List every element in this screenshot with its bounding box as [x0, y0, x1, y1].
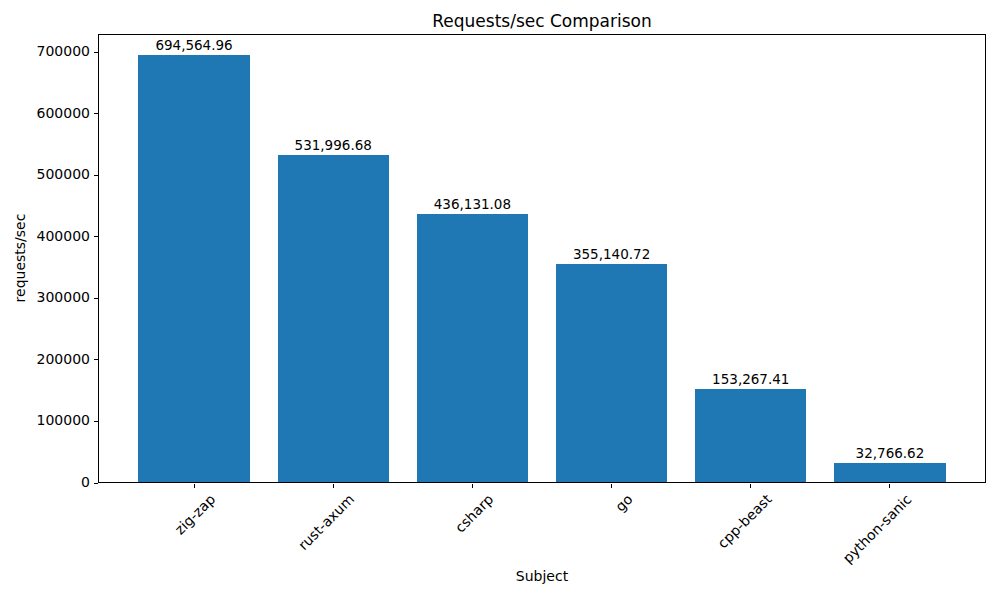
- x-tick-label: rust-axum: [295, 491, 357, 553]
- x-tick-mark: [889, 484, 890, 488]
- y-tick-mark: [94, 483, 98, 484]
- x-tick-mark: [750, 484, 751, 488]
- x-axis-label: Subject: [98, 568, 986, 584]
- y-tick-mark: [94, 113, 98, 114]
- y-tick-label: 400000: [0, 228, 90, 244]
- y-tick-mark: [94, 236, 98, 237]
- y-tick-label: 700000: [0, 43, 90, 59]
- x-tick-label: go: [612, 491, 636, 515]
- y-tick-label: 600000: [0, 105, 90, 121]
- bar-value-label: 436,131.08: [382, 196, 562, 212]
- x-tick-label: csharp: [452, 491, 497, 536]
- bar-value-label: 694,564.96: [104, 37, 284, 53]
- y-tick-mark: [94, 359, 98, 360]
- y-tick-mark: [94, 52, 98, 53]
- y-tick-label: 200000: [0, 351, 90, 367]
- x-tick-mark: [611, 484, 612, 488]
- bar-value-label: 531,996.68: [243, 137, 423, 153]
- bar: [695, 389, 806, 482]
- bar-chart-figure: Requests/sec Comparison requests/sec 010…: [0, 0, 1000, 600]
- bar: [278, 155, 389, 482]
- x-tick-mark: [194, 484, 195, 488]
- bar: [834, 463, 945, 482]
- y-tick-label: 0: [0, 474, 90, 490]
- x-tick-label: python-sanic: [839, 491, 914, 566]
- bar: [417, 214, 528, 482]
- x-tick-label: cpp-beast: [715, 491, 775, 551]
- y-tick-mark: [94, 421, 98, 422]
- bar-value-label: 355,140.72: [522, 246, 702, 262]
- y-tick-label: 100000: [0, 412, 90, 428]
- x-tick-mark: [472, 484, 473, 488]
- chart-title: Requests/sec Comparison: [98, 11, 986, 31]
- bar-value-label: 32,766.62: [800, 445, 980, 461]
- bar: [138, 55, 249, 482]
- bar: [556, 264, 667, 482]
- x-tick-mark: [333, 484, 334, 488]
- y-tick-mark: [94, 298, 98, 299]
- y-tick-mark: [94, 175, 98, 176]
- x-tick-label: zig-zap: [172, 491, 219, 538]
- y-tick-label: 300000: [0, 289, 90, 305]
- y-tick-label: 500000: [0, 166, 90, 182]
- bar-value-label: 153,267.41: [661, 371, 841, 387]
